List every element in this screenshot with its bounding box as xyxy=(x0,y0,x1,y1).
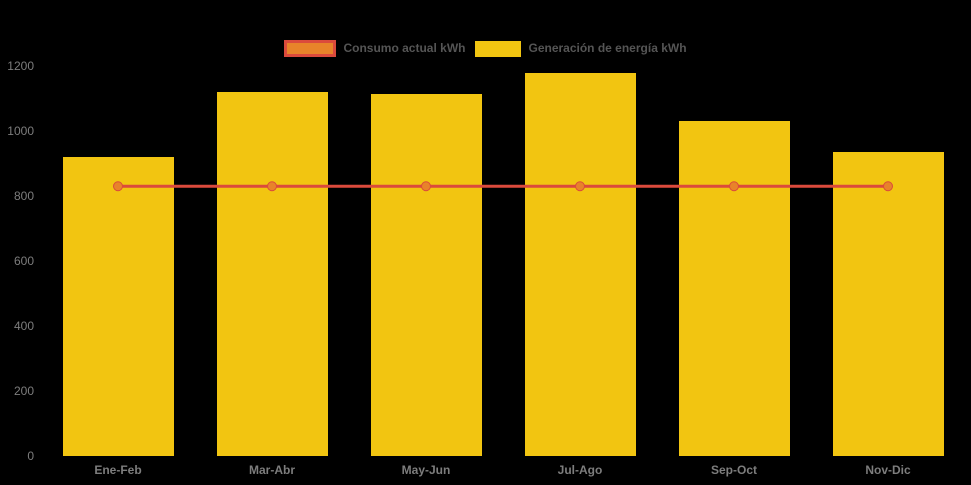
bar-jul-ago[interactable] xyxy=(524,72,636,456)
x-axis-label-ene-feb: Ene-Feb xyxy=(94,463,142,477)
legend-label-generacion-energia: Generación de energía kWh xyxy=(528,41,687,55)
x-axis-label-may-jun: May-Jun xyxy=(401,463,451,477)
y-tick-label-1000: 1000 xyxy=(7,124,34,138)
legend-item-consumo-actual[interactable]: Consumo actual kWh xyxy=(284,40,465,57)
consumo-actual-swatch-icon xyxy=(284,40,337,57)
y-tick-label-800: 800 xyxy=(13,189,34,203)
y-tick-label-200: 200 xyxy=(13,384,34,398)
bar-mar-abr[interactable] xyxy=(216,92,328,456)
x-axis-label-nov-dic: Nov-Dic xyxy=(865,463,911,477)
bar-nov-dic[interactable] xyxy=(832,152,944,456)
bar-sep-oct[interactable] xyxy=(678,121,790,456)
plot-area xyxy=(41,66,965,456)
x-axis-label-jul-ago: Jul-Ago xyxy=(557,463,603,477)
bar-ene-feb[interactable] xyxy=(62,157,174,456)
y-tick-label-0: 0 xyxy=(27,449,34,463)
legend-item-generacion-energia[interactable]: Generación de energía kWh xyxy=(475,40,687,57)
bar-may-jun[interactable] xyxy=(370,93,482,456)
y-tick-label-400: 400 xyxy=(13,319,34,333)
legend-label-consumo-actual: Consumo actual kWh xyxy=(343,41,466,55)
generacion-energia-swatch-icon xyxy=(475,40,522,57)
y-tick-label-600: 600 xyxy=(13,254,34,268)
y-tick-label-1200: 1200 xyxy=(7,59,34,73)
chart-legend: Consumo actual kWh Generación de energía… xyxy=(0,40,971,57)
x-axis-label-sep-oct: Sep-Oct xyxy=(710,463,757,477)
x-axis-label-mar-abr: Mar-Abr xyxy=(248,463,295,477)
